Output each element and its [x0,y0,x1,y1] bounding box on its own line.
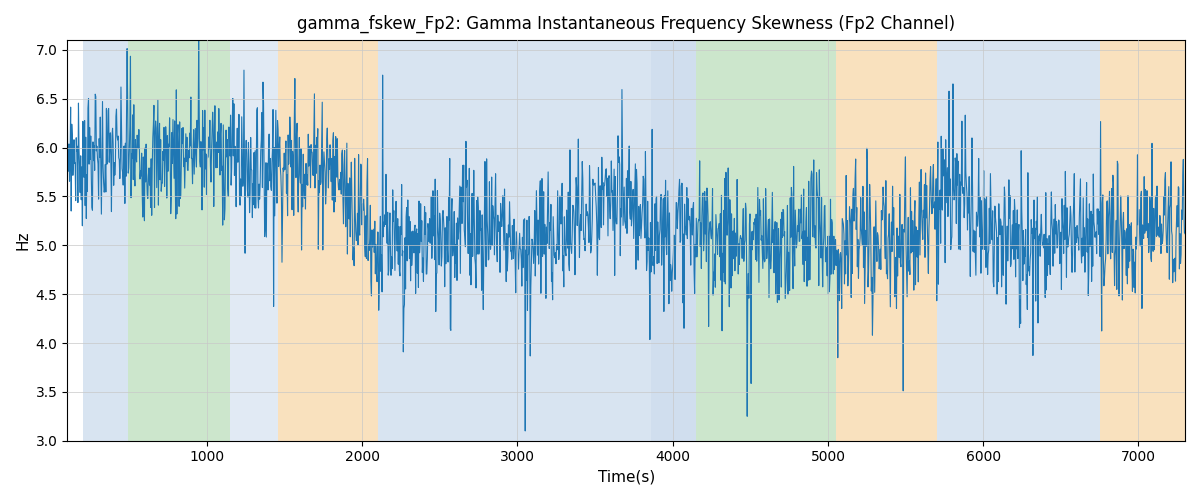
Bar [696,40,835,440]
Bar [128,40,230,440]
Bar [1099,40,1186,440]
X-axis label: Time(s): Time(s) [598,470,655,485]
Bar [378,40,650,440]
Title: gamma_fskew_Fp2: Gamma Instantaneous Frequency Skewness (Fp2 Channel): gamma_fskew_Fp2: Gamma Instantaneous Fre… [298,15,955,34]
Bar [83,40,128,440]
Bar [937,40,1099,440]
Bar [650,40,696,440]
Bar [835,40,937,440]
Y-axis label: Hz: Hz [16,230,30,250]
Bar [278,40,378,440]
Bar [230,40,278,440]
